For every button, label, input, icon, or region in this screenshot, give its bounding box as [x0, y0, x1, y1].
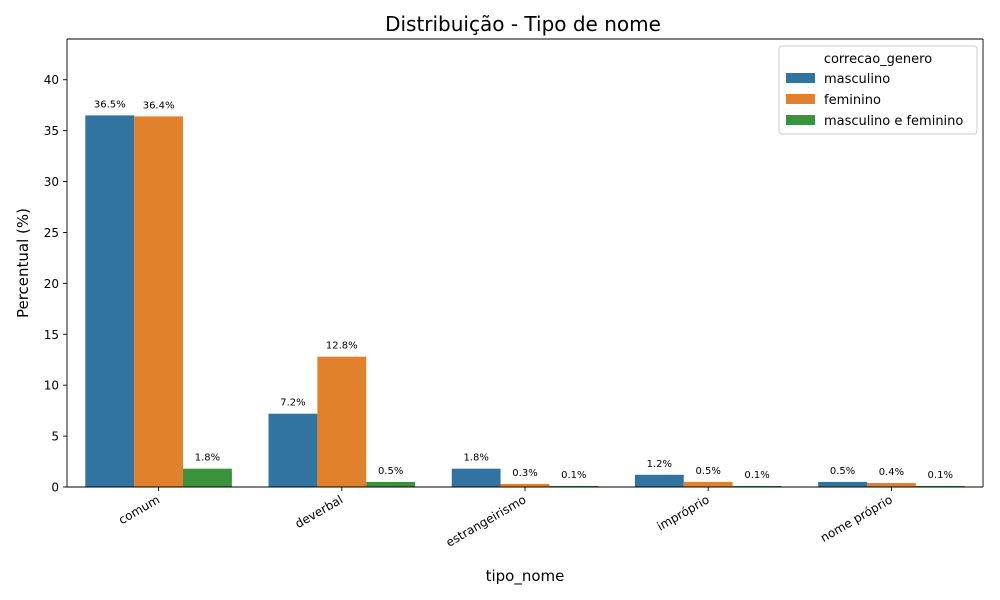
y-tick-label: 25	[44, 226, 59, 240]
legend-entry: feminino	[824, 93, 881, 108]
x-tick-label: impróprio	[655, 492, 712, 533]
data-label: 0.5%	[830, 466, 855, 477]
bar-comum-series-3	[183, 468, 232, 487]
bar-estrangeirismo-series-1	[451, 468, 501, 487]
data-label: 0.3%	[512, 468, 537, 479]
y-tick-label: 0	[51, 481, 59, 495]
data-label: 0.5%	[695, 466, 720, 477]
legend-swatch	[786, 73, 815, 83]
bar-deverbal-series-3	[366, 481, 416, 487]
y-tick-label: 10	[44, 379, 59, 393]
legend-swatch	[786, 94, 815, 104]
data-label: 0.1%	[928, 470, 953, 481]
x-tick-label: nome próprio	[818, 492, 895, 544]
data-label: 7.2%	[280, 398, 305, 409]
bar-estrangeirismo-series-2	[500, 483, 550, 487]
bar-deverbal-series-2	[317, 356, 367, 487]
data-label: 1.8%	[463, 453, 488, 464]
y-tick-label: 20	[44, 277, 59, 291]
bar-deverbal-series-1	[268, 413, 318, 487]
y-axis-label: Percentual (%)	[14, 208, 32, 318]
bar-impróprio-series-3	[732, 485, 782, 487]
legend-entry: masculino e feminino	[824, 114, 963, 129]
data-label: 0.5%	[378, 466, 403, 477]
data-label: 36.4%	[143, 100, 175, 111]
data-label: 1.2%	[647, 459, 672, 470]
legend-box	[778, 45, 978, 135]
bar-impróprio-series-2	[683, 481, 733, 487]
bar-nome-próprio-series-1	[818, 481, 867, 487]
bar-comum-series-1	[85, 115, 135, 488]
data-label: 0.4%	[879, 467, 904, 478]
x-tick-label: estrangeirismo	[443, 492, 528, 549]
bar-impróprio-series-1	[634, 474, 684, 487]
data-label: 0.1%	[744, 470, 769, 481]
chart-title: Distribuição - Tipo de nome	[385, 12, 661, 36]
bar-comum-series-2	[134, 116, 184, 487]
y-tick-label: 5	[51, 430, 59, 444]
legend-title: correcao_genero	[824, 52, 932, 67]
data-label: 36.5%	[94, 99, 126, 110]
data-label: 0.1%	[561, 470, 586, 481]
y-tick-label: 15	[44, 328, 59, 342]
data-label: 1.8%	[195, 453, 220, 464]
x-tick-label: comum	[116, 492, 162, 527]
legend: correcao_genero masculino feminino masculin…	[778, 45, 978, 135]
bar-nome-próprio-series-3	[915, 485, 965, 487]
data-label: 12.8%	[326, 341, 358, 352]
legend-entry: masculino	[824, 72, 890, 87]
bar-nome-próprio-series-2	[866, 482, 916, 487]
legend-swatch	[786, 115, 815, 125]
x-axis-label: tipo_nome	[486, 567, 565, 586]
bar-estrangeirismo-series-3	[549, 485, 599, 487]
y-tick-label: 35	[44, 124, 59, 138]
x-tick-label: deverbal	[293, 492, 346, 530]
y-tick-label: 40	[44, 73, 59, 87]
y-tick-label: 30	[44, 175, 59, 189]
